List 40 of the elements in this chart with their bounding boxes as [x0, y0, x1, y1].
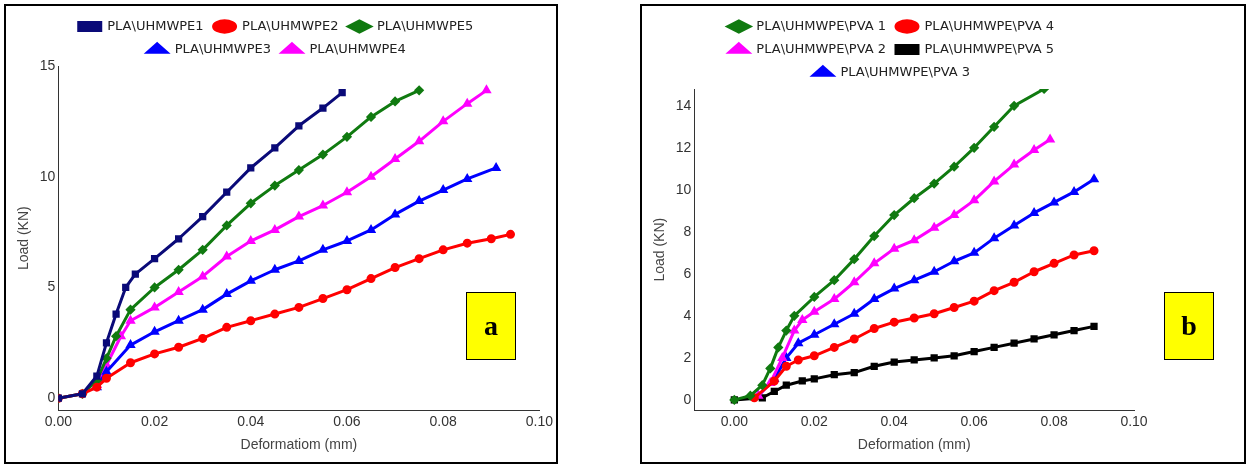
text: b [1164, 292, 1214, 360]
legend-label: PLA\UHMWPE\PVA 3 [840, 63, 971, 79]
x-tick-label: 0.06 [960, 412, 988, 429]
y-tick-label: 5 [47, 278, 56, 295]
legend-label: PLA\UHMWPE4 [309, 40, 406, 56]
y-tick-label: 0 [683, 390, 692, 407]
legend-label: PLA\UHMWPE\PVA 4 [924, 17, 1055, 33]
y-tick-label: 4 [683, 306, 692, 323]
x-axis-title: Deformatiom (mm) [240, 436, 358, 453]
x-tick-label: 0.08 [1040, 412, 1068, 429]
annotation: a [466, 292, 516, 360]
x-tick-label: 0.06 [333, 412, 361, 429]
y-tick-label: 2 [683, 348, 692, 365]
x-tick-label: 0.04 [237, 412, 265, 429]
legend-label: PLA\UHMWPE\PVA 2 [756, 40, 887, 56]
x-tick-label: 0.00 [720, 412, 749, 429]
y-tick-label: 14 [675, 96, 692, 113]
x-tick-label: 0.08 [429, 412, 458, 429]
legend-label: PLA\UHMWPE1 [107, 17, 204, 33]
y-tick-label: 10 [675, 180, 692, 197]
y-tick-label: 12 [675, 138, 692, 155]
x-tick-label: 0.02 [140, 412, 169, 429]
x-axis-title: Deformation (mm) [857, 436, 971, 453]
legend-label: PLA\UHMWPE3 [174, 40, 272, 56]
x-tick-label: 0.10 [525, 412, 554, 429]
x-tick-label: 0.04 [880, 412, 909, 429]
legend-label: PLA\UHMWPE\PVA 1 [756, 17, 887, 33]
legend-label: PLA\UHMWPE\PVA 5 [924, 40, 1055, 56]
y-tick-label: 10 [39, 167, 56, 184]
legend-label: PLA\UHMWPE5 [376, 17, 474, 33]
y-axis-title: Load (KN) [15, 206, 32, 271]
x-tick-label: 0.02 [800, 412, 829, 429]
y-tick-label: 6 [683, 264, 692, 281]
x-tick-label: 0.10 [1120, 412, 1148, 429]
y-axis-title: Load (KN) [651, 217, 668, 282]
legend-label: PLA\UHMWPE2 [242, 17, 339, 33]
y-tick-label: 15 [39, 56, 56, 73]
x-tick-label: 0.00 [44, 412, 73, 429]
y-tick-label: 8 [683, 222, 692, 239]
y-tick-label: 0 [47, 389, 56, 406]
